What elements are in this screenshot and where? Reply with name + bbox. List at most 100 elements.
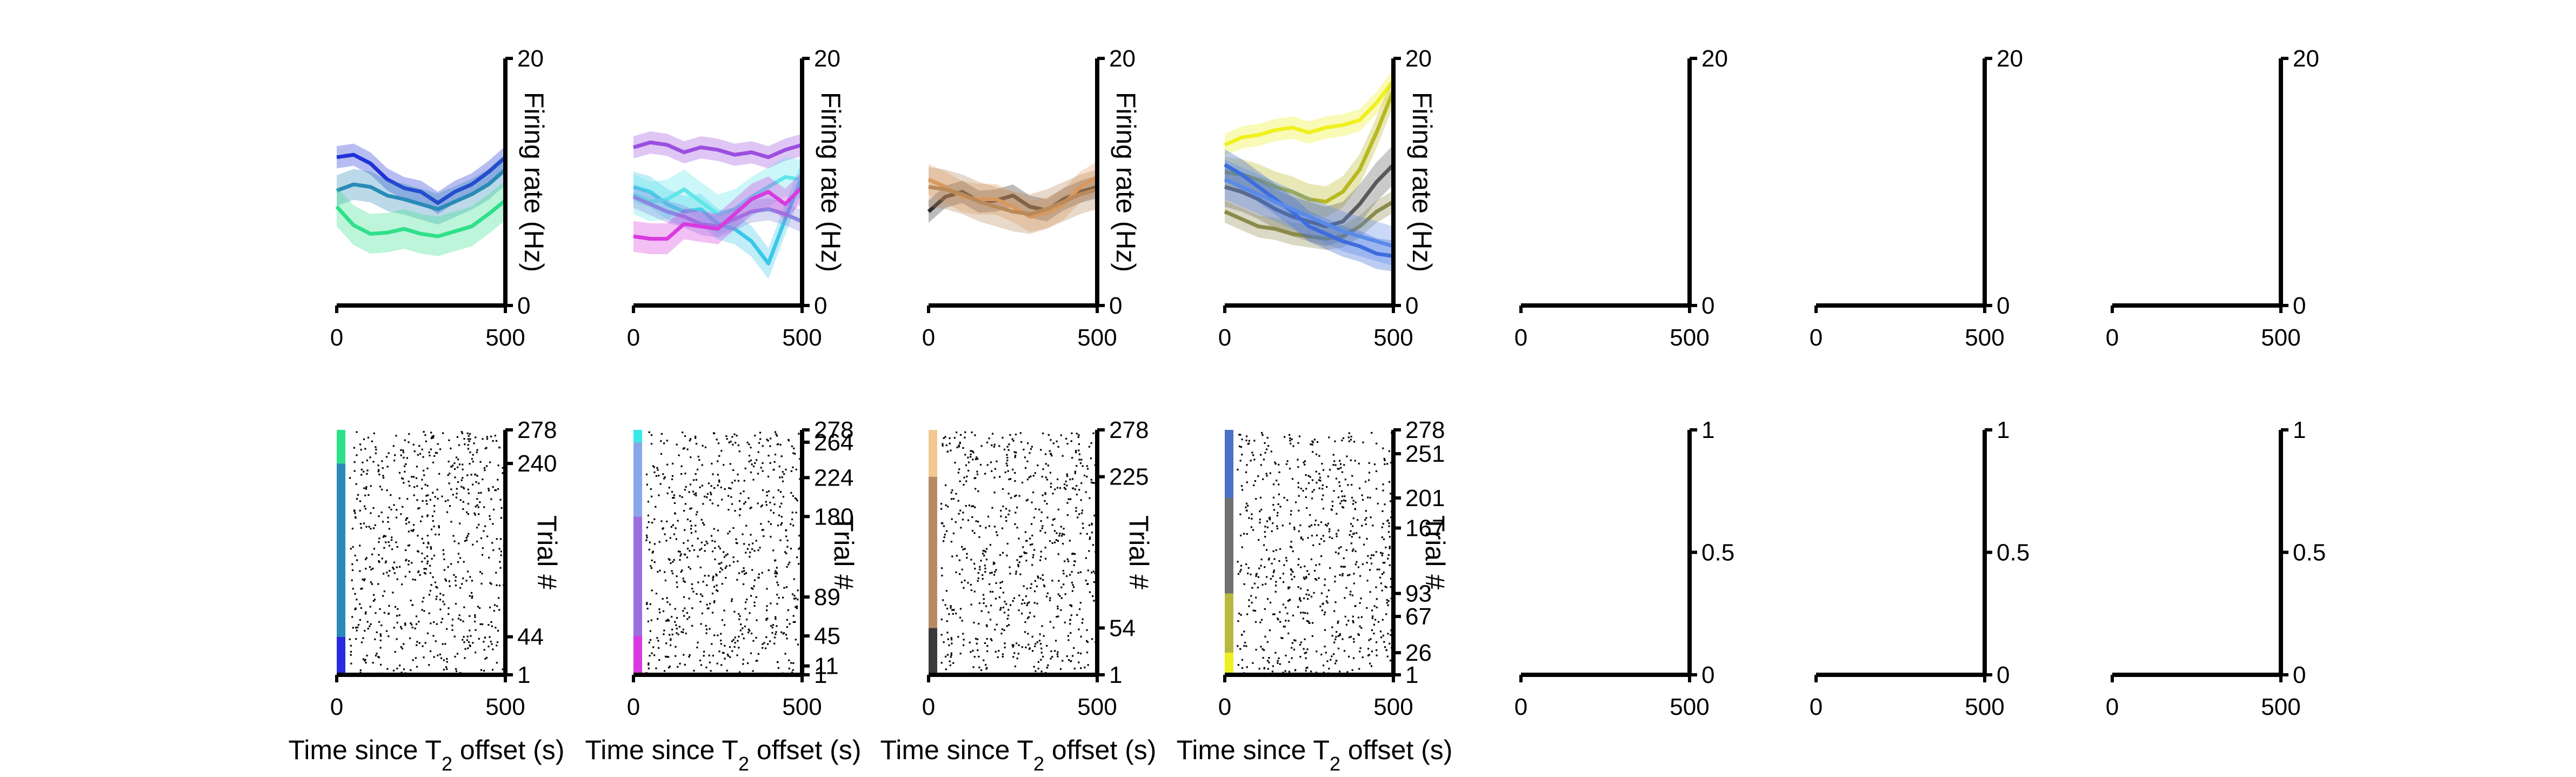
- spike-dot: [690, 456, 692, 459]
- spike-dot: [1353, 582, 1355, 585]
- spike-dot: [463, 438, 465, 440]
- firing-6-x-tick-label: 0: [1810, 324, 1823, 351]
- spike-dot: [1283, 626, 1285, 628]
- spike-dot: [359, 523, 362, 525]
- spike-dot: [1021, 481, 1024, 484]
- spike-dot: [1033, 666, 1035, 668]
- spike-dot: [1354, 508, 1357, 510]
- spike-dot: [749, 507, 751, 509]
- spike-dot: [703, 650, 705, 653]
- spike-dot: [1332, 653, 1335, 655]
- spike-dot: [670, 639, 672, 641]
- spike-dot: [419, 574, 421, 576]
- spike-dot: [692, 490, 695, 493]
- spike-dot: [362, 461, 364, 463]
- spike-dot: [1075, 449, 1077, 452]
- raster-3-x-tick-label: 500: [1077, 694, 1117, 720]
- spike-dot: [379, 639, 382, 642]
- spike-dot: [479, 570, 482, 573]
- spike-dot: [1287, 620, 1290, 622]
- spike-dot: [1352, 615, 1354, 617]
- spike-dot: [394, 606, 397, 608]
- spike-dot: [772, 549, 775, 552]
- spike-dot: [666, 492, 669, 495]
- spike-dot: [445, 666, 448, 668]
- spike-dot: [966, 556, 968, 559]
- spike-dot: [1341, 439, 1343, 442]
- spike-dot: [1309, 476, 1311, 478]
- spike-dot: [417, 571, 419, 573]
- spike-dot: [482, 547, 484, 549]
- spike-dot: [944, 436, 946, 438]
- spike-dot: [955, 493, 957, 495]
- spike-dot: [1362, 563, 1364, 565]
- spike-dot: [762, 529, 764, 531]
- spike-dot: [962, 519, 964, 521]
- spike-dot: [350, 548, 352, 550]
- spike-dot: [671, 478, 673, 481]
- spike-dot: [1380, 552, 1382, 554]
- spike-dot: [751, 463, 753, 466]
- firing-7-x-tick-label: 500: [2261, 324, 2300, 351]
- spike-dot: [1240, 485, 1243, 487]
- spike-dot: [392, 669, 395, 672]
- spike-dot: [496, 605, 498, 607]
- spike-dot: [1368, 471, 1371, 474]
- spike-dot: [378, 554, 380, 556]
- spike-dot: [782, 471, 784, 473]
- spike-dot: [949, 660, 951, 662]
- spike-dot: [484, 636, 486, 639]
- spike-dot: [379, 663, 382, 666]
- spike-dot: [1289, 468, 1291, 470]
- spike-dot: [1316, 534, 1318, 536]
- spike-dot: [1056, 532, 1058, 534]
- spike-dot: [660, 453, 663, 455]
- spike-dot: [462, 620, 464, 622]
- spike-dot: [1386, 602, 1388, 604]
- spike-dot: [1069, 540, 1071, 542]
- spike-dot: [1076, 464, 1078, 467]
- spike-dot: [1350, 590, 1352, 593]
- spike-dot: [1350, 435, 1352, 438]
- spike-dot: [742, 663, 744, 665]
- spike-dot: [1263, 667, 1265, 670]
- firing-3-x-tick-label: 500: [1077, 324, 1117, 351]
- spike-dot: [403, 456, 405, 459]
- spike-dot: [735, 542, 737, 544]
- spike-dot: [423, 542, 425, 544]
- spike-dot: [1362, 441, 1364, 443]
- spike-dot: [1020, 441, 1023, 443]
- spike-dot: [1313, 592, 1315, 594]
- spike-dot: [1376, 442, 1378, 444]
- spike-dot: [364, 448, 366, 450]
- spike-dot: [1037, 661, 1040, 663]
- spike-dot: [1245, 502, 1248, 504]
- spike-dot: [1243, 583, 1245, 585]
- spike-dot: [721, 499, 723, 501]
- spike-dot: [441, 617, 444, 620]
- spike-dot: [946, 654, 949, 656]
- spike-dot: [468, 492, 470, 494]
- spike-dot: [1029, 452, 1031, 454]
- spike-dot: [1380, 636, 1383, 639]
- spike-dot: [1359, 602, 1361, 604]
- spike-dot: [1297, 442, 1299, 444]
- firing-3-y-tick-label: 20: [1109, 45, 1136, 72]
- spike-dot: [480, 492, 482, 494]
- spike-dot: [1383, 572, 1385, 574]
- spike-dot: [1330, 659, 1332, 661]
- firing-1-series-line: [336, 152, 507, 205]
- spike-dot: [375, 448, 377, 451]
- spike-dot: [774, 572, 776, 574]
- spike-dot: [450, 488, 452, 490]
- spike-dot: [695, 479, 697, 481]
- spike-dot: [1026, 604, 1028, 607]
- spike-dot: [378, 469, 380, 471]
- spike-dot: [738, 671, 741, 673]
- spike-dot: [1323, 672, 1325, 674]
- spike-dot: [959, 653, 962, 655]
- spike-dot: [950, 654, 952, 656]
- spike-dot: [1085, 640, 1088, 642]
- spike-dot: [679, 555, 682, 557]
- spike-dot: [450, 563, 452, 565]
